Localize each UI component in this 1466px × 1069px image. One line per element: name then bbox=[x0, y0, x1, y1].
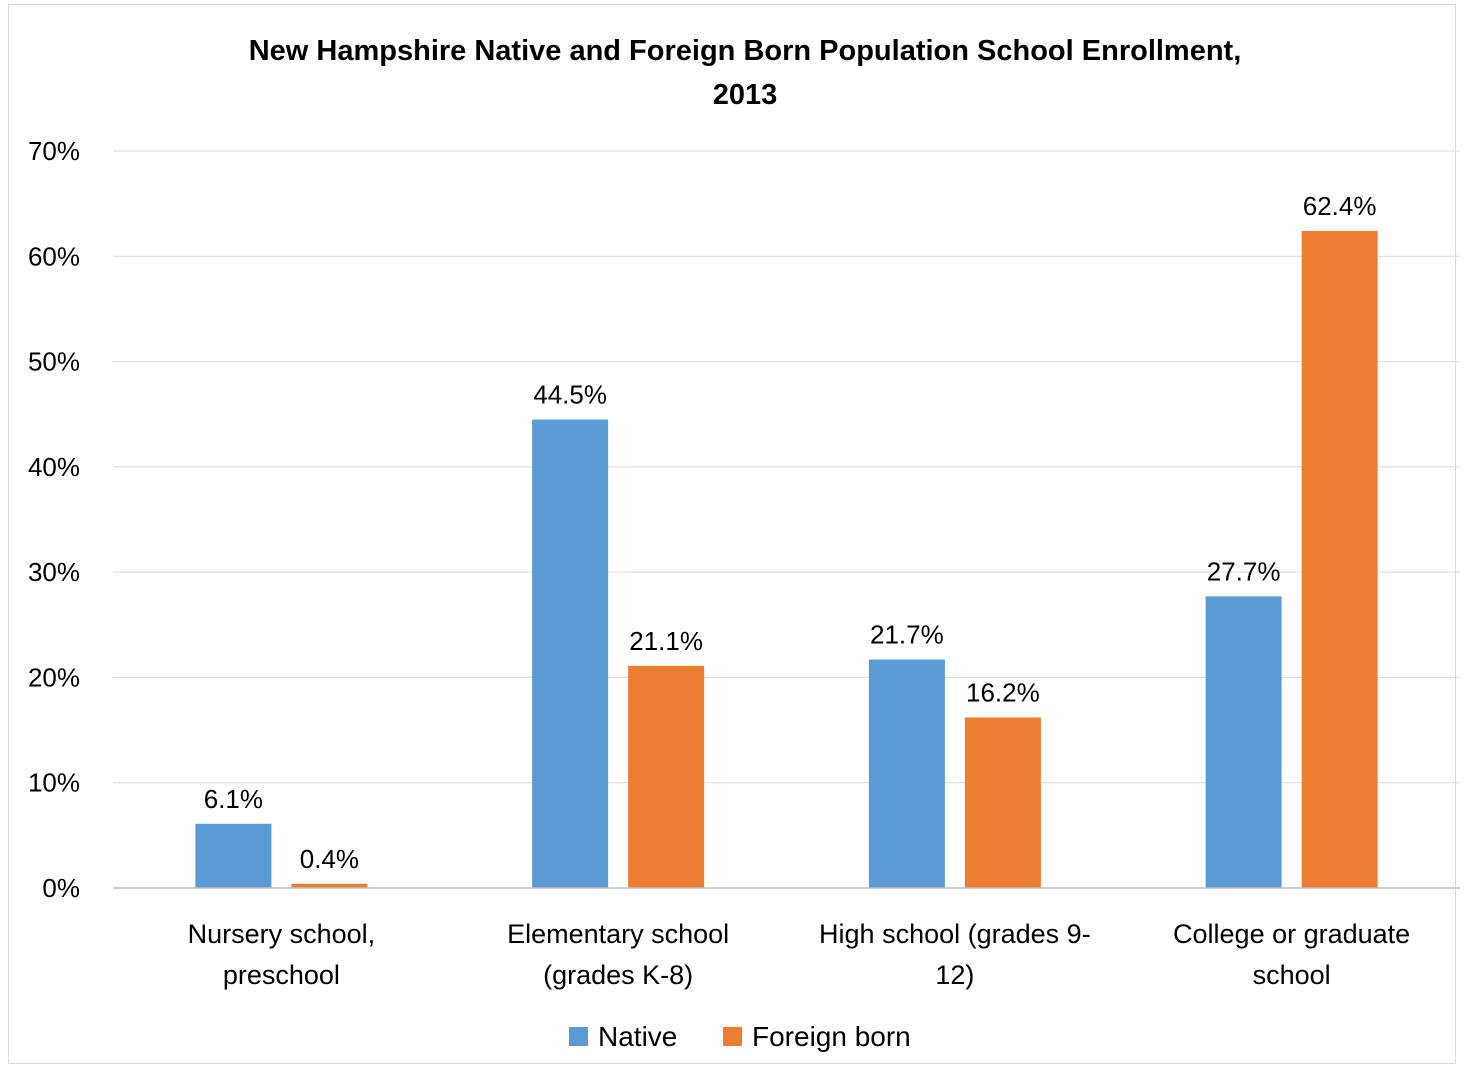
bar-native bbox=[532, 419, 609, 888]
bar-native bbox=[195, 823, 272, 888]
bar-foreign-born bbox=[291, 883, 368, 888]
chart-subtitle: 2013 bbox=[713, 79, 778, 111]
y-tick-label: 70% bbox=[28, 136, 80, 166]
y-tick-label: 60% bbox=[28, 241, 80, 271]
category-label: High school (grades 9- bbox=[819, 919, 1091, 949]
data-label: 21.7% bbox=[870, 620, 944, 650]
y-tick-label: 40% bbox=[28, 452, 80, 482]
chart-title: New Hampshire Native and Foreign Born Po… bbox=[249, 35, 1242, 67]
bar-foreign-born bbox=[628, 665, 705, 888]
data-label: 21.1% bbox=[629, 626, 703, 656]
bar-foreign-born bbox=[964, 717, 1041, 888]
data-label: 16.2% bbox=[966, 677, 1040, 707]
category-labels: Nursery school, preschool Elementary schoo… bbox=[188, 919, 1411, 990]
category-label: school bbox=[1253, 960, 1331, 990]
y-tick-label: 10% bbox=[28, 768, 80, 798]
y-tick-label: 50% bbox=[28, 347, 80, 377]
data-label: 6.1% bbox=[204, 784, 263, 814]
category-label: preschool bbox=[223, 960, 340, 990]
bars bbox=[195, 231, 1378, 888]
y-tick-label: 20% bbox=[28, 662, 80, 692]
bar-native bbox=[1205, 596, 1282, 888]
bar-native bbox=[868, 659, 945, 888]
y-axis-ticks: 0% 10% 20% 30% 40% 50% 60% 70% bbox=[28, 136, 80, 903]
legend: Native Foreign born bbox=[569, 1021, 911, 1052]
data-label: 27.7% bbox=[1207, 556, 1281, 586]
category-label: 12) bbox=[935, 960, 974, 990]
legend-swatch-foreign-born bbox=[723, 1027, 742, 1046]
bar-foreign-born bbox=[1301, 231, 1378, 888]
data-label: 0.4% bbox=[300, 844, 359, 874]
legend-swatch-native bbox=[569, 1027, 588, 1046]
data-label: 44.5% bbox=[533, 379, 607, 409]
category-label: (grades K-8) bbox=[543, 960, 693, 990]
chart-title-group: New Hampshire Native and Foreign Born Po… bbox=[249, 35, 1242, 111]
data-label: 62.4% bbox=[1303, 191, 1377, 221]
category-label: College or graduate bbox=[1173, 919, 1410, 949]
y-tick-label: 0% bbox=[42, 873, 80, 903]
legend-label: Foreign born bbox=[752, 1021, 911, 1052]
category-label: Elementary school bbox=[507, 919, 729, 949]
category-label: Nursery school, bbox=[188, 919, 376, 949]
legend-label: Native bbox=[598, 1021, 677, 1052]
y-tick-label: 30% bbox=[28, 557, 80, 587]
data-labels: 6.1% 0.4% 44.5% 21.1% 21.7% 16.2% 27.7% 62.4% bbox=[204, 191, 1377, 874]
